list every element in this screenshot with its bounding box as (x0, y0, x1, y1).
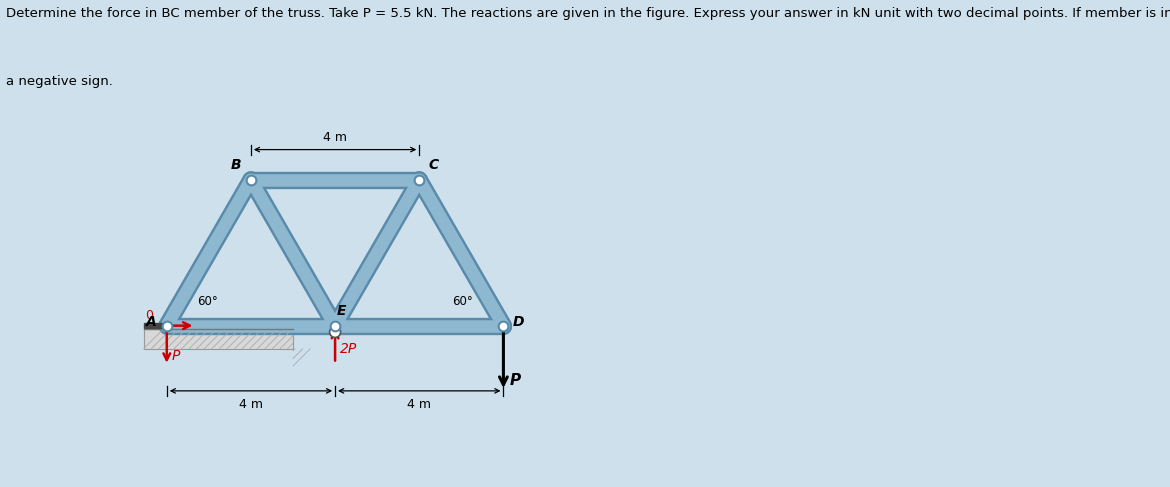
Text: 2P: 2P (340, 342, 357, 356)
Text: 60°: 60° (197, 295, 218, 308)
Text: 60°: 60° (453, 295, 473, 308)
Text: 0: 0 (145, 309, 153, 322)
Circle shape (330, 326, 340, 337)
Text: B: B (230, 158, 242, 172)
Text: a negative sign.: a negative sign. (6, 75, 112, 89)
Text: 4 m: 4 m (407, 398, 432, 412)
Text: 4 m: 4 m (323, 131, 347, 144)
Text: P: P (172, 349, 180, 363)
Text: Determine the force in BC member of the truss. Take P = 5.5 kN. The reactions ar: Determine the force in BC member of the … (6, 7, 1170, 20)
Text: C: C (428, 158, 439, 172)
Polygon shape (144, 329, 292, 349)
Text: 4 m: 4 m (239, 398, 263, 412)
Text: P: P (510, 373, 521, 388)
Text: D: D (512, 315, 524, 329)
Text: E: E (337, 304, 346, 318)
Text: A: A (145, 315, 157, 329)
Polygon shape (144, 323, 170, 328)
